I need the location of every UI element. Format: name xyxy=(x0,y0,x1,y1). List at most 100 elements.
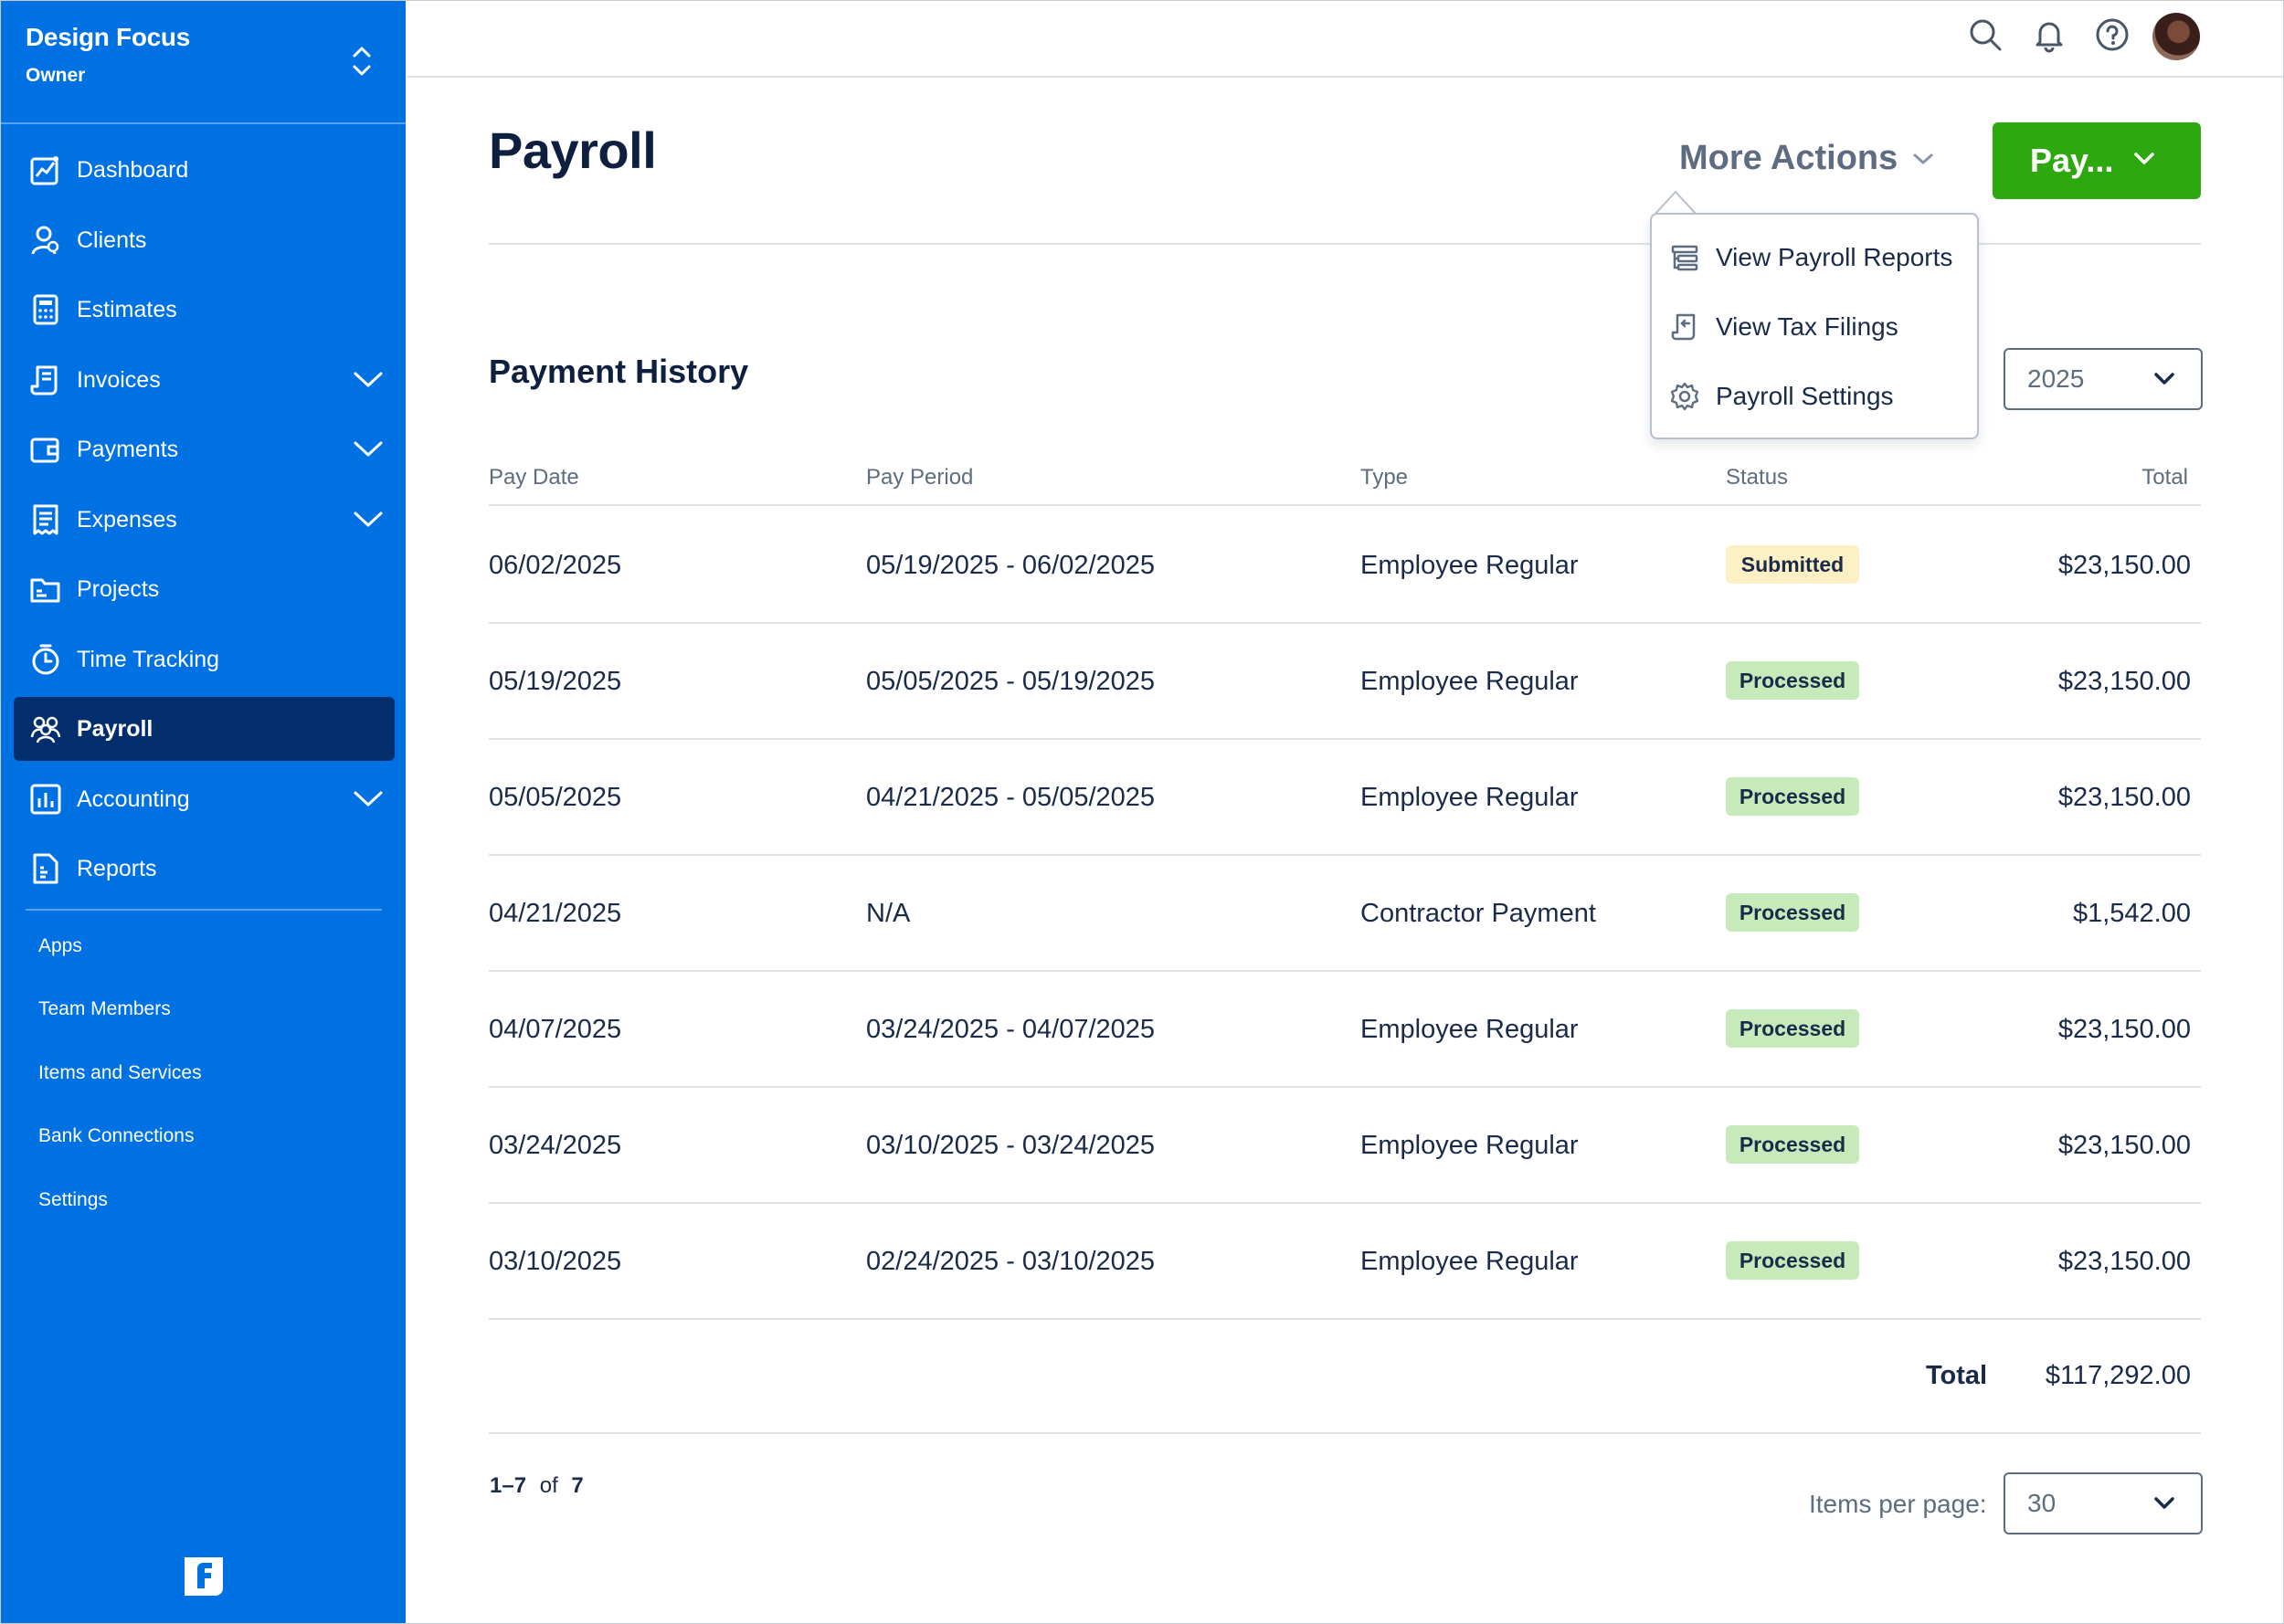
status-badge: Processed xyxy=(1726,1009,1859,1048)
cell-pay-date: 06/02/2025 xyxy=(489,551,622,580)
dropdown-caret xyxy=(1655,190,1697,215)
pay-button[interactable]: Pay... xyxy=(1993,122,2201,199)
folder-icon xyxy=(29,573,62,606)
year-select[interactable]: 2025 xyxy=(2004,348,2203,410)
column-header-pay-date[interactable]: Pay Date xyxy=(489,465,579,490)
status-badge: Processed xyxy=(1726,661,1859,700)
table-row[interactable] xyxy=(489,1088,2201,1204)
help-icon[interactable] xyxy=(2094,16,2131,53)
table-row[interactable] xyxy=(489,856,2201,972)
row-divider xyxy=(489,1086,2201,1088)
row-divider xyxy=(489,1202,2201,1204)
sidebar-item-label: Payroll xyxy=(77,715,153,742)
cell-pay-period: 05/05/2025 - 05/19/2025 xyxy=(866,667,1156,696)
freshbooks-logo-icon[interactable] xyxy=(181,1554,227,1599)
menu-item-view-tax-filings[interactable]: View Tax Filings xyxy=(1652,295,1977,359)
cell-type: Employee Regular xyxy=(1360,667,1579,696)
table-row[interactable] xyxy=(489,972,2201,1088)
chevron-down-icon xyxy=(2154,1497,2174,1509)
status-badge: Processed xyxy=(1726,893,1859,932)
items-per-page-value: 30 xyxy=(2027,1489,2057,1517)
people-icon xyxy=(29,712,62,745)
notification-bell-icon[interactable] xyxy=(2031,16,2067,53)
sidebar-item-projects[interactable]: Projects xyxy=(14,557,395,621)
table-row[interactable] xyxy=(489,624,2201,740)
cell-type: Contractor Payment xyxy=(1360,899,1596,928)
tax-filing-icon xyxy=(1671,313,1696,341)
status-badge: Processed xyxy=(1726,1125,1859,1164)
account-switcher[interactable]: Design Focus Owner xyxy=(26,23,190,87)
pagination-summary: 1–7 of 7 xyxy=(490,1473,584,1499)
column-header-type[interactable]: Type xyxy=(1360,465,1409,490)
person-icon xyxy=(29,224,62,257)
section-title: Payment History xyxy=(489,353,749,390)
sidebar-link-settings[interactable]: Settings xyxy=(38,1189,108,1210)
table-header-divider xyxy=(489,504,2201,506)
cell-pay-period: 04/21/2025 - 05/05/2025 xyxy=(866,783,1156,812)
cell-pay-period: 02/24/2025 - 03/10/2025 xyxy=(866,1247,1156,1276)
cell-total: $23,150.00 xyxy=(2057,1247,2191,1276)
cell-type: Employee Regular xyxy=(1360,1131,1579,1160)
sidebar-item-label: Projects xyxy=(77,575,160,602)
chevron-down-icon xyxy=(2134,153,2154,164)
status-badge: Submitted xyxy=(1726,545,1859,584)
calculator-icon xyxy=(29,293,62,326)
row-divider xyxy=(489,738,2201,740)
sidebar-item-payments[interactable]: Payments xyxy=(14,417,395,481)
cell-pay-period: 03/24/2025 - 04/07/2025 xyxy=(866,1015,1156,1044)
cell-total: $23,150.00 xyxy=(2057,551,2191,580)
cell-pay-period: 05/19/2025 - 06/02/2025 xyxy=(866,551,1156,580)
chevron-down-icon[interactable] xyxy=(353,438,384,459)
pagination-range: 1–7 xyxy=(490,1473,527,1498)
sidebar-item-payroll[interactable]: Payroll xyxy=(14,697,395,761)
report-list-icon xyxy=(1671,245,1698,271)
sidebar-item-estimates[interactable]: Estimates xyxy=(14,278,395,342)
chevron-down-icon[interactable] xyxy=(353,787,384,809)
more-actions-button[interactable]: More Actions xyxy=(1679,139,1934,178)
dashboard-chart-icon xyxy=(29,153,62,186)
sidebar-item-clients[interactable]: Clients xyxy=(14,208,395,272)
chevron-down-icon[interactable] xyxy=(353,368,384,390)
sidebar-item-label: Time Tracking xyxy=(77,646,220,672)
column-header-status[interactable]: Status xyxy=(1726,465,1789,490)
column-header-total[interactable]: Total xyxy=(2141,465,2188,490)
search-icon[interactable] xyxy=(1967,16,2004,53)
items-per-page-label: Items per page: xyxy=(1809,1490,1987,1518)
table-row[interactable] xyxy=(489,1204,2201,1320)
table-footer-divider xyxy=(489,1432,2201,1434)
sidebar-link-apps[interactable]: Apps xyxy=(38,935,82,956)
sidebar-item-dashboard[interactable]: Dashboard xyxy=(14,138,395,202)
status-badge: Processed xyxy=(1726,777,1859,816)
sidebar-item-accounting[interactable]: Accounting xyxy=(14,767,395,831)
user-avatar[interactable] xyxy=(2152,13,2200,60)
account-name: Design Focus xyxy=(26,23,190,51)
menu-item-view-payroll-reports[interactable]: View Payroll Reports xyxy=(1652,226,1977,290)
more-actions-label: More Actions xyxy=(1679,139,1898,177)
total-value: $117,292.00 xyxy=(2045,1361,2191,1390)
column-header-pay-period[interactable]: Pay Period xyxy=(866,465,974,490)
cell-pay-period: N/A xyxy=(866,899,911,928)
sidebar-item-time-tracking[interactable]: Time Tracking xyxy=(14,627,395,691)
menu-item-payroll-settings[interactable]: Payroll Settings xyxy=(1652,364,1977,428)
chevron-down-icon[interactable] xyxy=(353,508,384,530)
sidebar-item-label: Clients xyxy=(77,227,147,253)
sidebar-link-items-and-services[interactable]: Items and Services xyxy=(38,1062,202,1083)
sidebar-item-label: Dashboard xyxy=(77,156,189,183)
sidebar-item-reports[interactable]: Reports xyxy=(14,837,395,901)
sidebar-link-team-members[interactable]: Team Members xyxy=(38,998,171,1019)
table-row[interactable] xyxy=(489,740,2201,856)
table-row[interactable] xyxy=(489,508,2201,624)
invoice-icon xyxy=(29,364,62,396)
sidebar-item-invoices[interactable]: Invoices xyxy=(14,348,395,412)
cell-pay-date: 05/19/2025 xyxy=(489,667,622,696)
sidebar-link-bank-connections[interactable]: Bank Connections xyxy=(38,1125,195,1146)
sidebar-item-expenses[interactable]: Expenses xyxy=(14,488,395,552)
menu-item-label: View Tax Filings xyxy=(1716,312,1898,341)
gear-icon xyxy=(1670,382,1699,411)
expand-collapse-icon[interactable] xyxy=(348,43,375,79)
top-bar xyxy=(407,1,2283,78)
sidebar-item-label: Expenses xyxy=(77,506,177,533)
sidebar-item-label: Estimates xyxy=(77,296,177,322)
items-per-page-select[interactable]: 30 xyxy=(2004,1472,2203,1534)
cell-total: $1,542.00 xyxy=(2072,899,2191,928)
